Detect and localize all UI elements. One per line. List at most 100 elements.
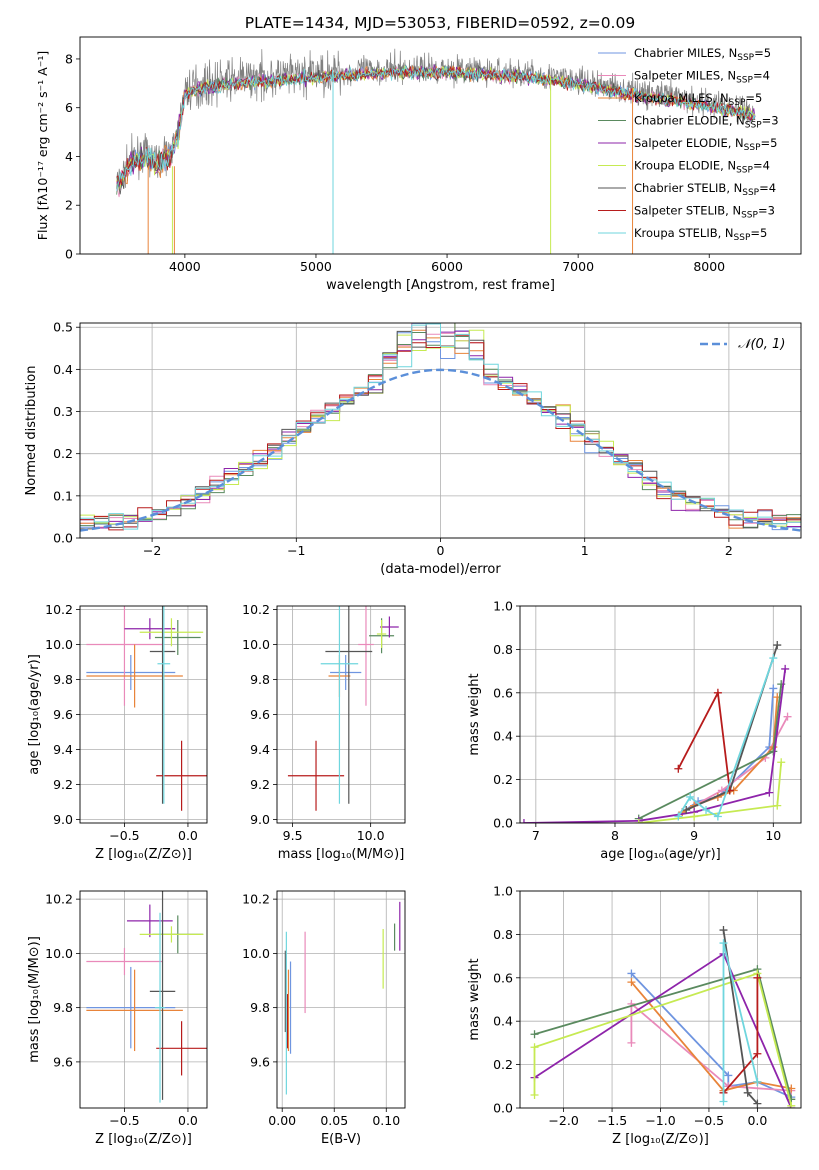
y-tick-label: 9.6 (53, 1054, 73, 1069)
x-tick-label: 7 (532, 828, 540, 843)
weight-line (533, 972, 793, 1107)
weight-line (523, 668, 787, 823)
x-tick-label: 0.0 (178, 1113, 198, 1128)
x-tick-label: −0.5 (694, 1113, 724, 1128)
normal-curve (80, 368, 801, 532)
spectrum-plot: 4000 5000 6000 7000 8000 0 2 4 6 8 wavelength [Ang… (35, 36, 802, 293)
y-tick-label: 0.1 (53, 488, 73, 503)
weight-point-marker (627, 969, 636, 978)
x-tick-label: 9 (690, 828, 698, 843)
age-mass-weight-plot: 7 8 9 10 0.0 0.2 0.4 0.6 0.8 1.0 age [log₁₀(age/yr… (467, 599, 802, 862)
y-tick-label: 9.0 (53, 812, 73, 827)
y-tick-label: 0.2 (53, 446, 73, 461)
weight-point-marker (682, 805, 691, 814)
x-tick-label: 8000 (693, 259, 725, 274)
x-tick-label: −0.5 (109, 1113, 139, 1128)
weight-point-marker (743, 1088, 752, 1097)
weight-point-marker (773, 641, 782, 650)
extinction-mass-plot: 0.00 0.05 0.10 9.6 9.8 10.0 10.2 E(B-V) (242, 890, 406, 1147)
y-tick-label: 9.8 (53, 672, 73, 687)
metallicity-mass-weight-plot: −2.0 −1.5 −1.0 −0.5 0.0 0.0 0.2 0.4 0.6 0.8 1.0 Z [… (467, 884, 802, 1147)
y-axis-label: age [log₁₀(age/yr)] (27, 654, 42, 775)
y-tick-label: 10.0 (242, 946, 270, 961)
weight-point-marker (753, 973, 762, 982)
y-axis-label: mass weight (467, 958, 482, 1040)
weight-point-marker (674, 764, 683, 773)
x-tick-label: 10 (765, 828, 781, 843)
weight-point-marker (530, 1090, 539, 1099)
y-tick-label: 0.5 (53, 320, 73, 335)
weight-point-marker (686, 792, 695, 801)
y-tick-label: 9.8 (250, 672, 270, 687)
weight-point-marker (627, 978, 636, 987)
weight-point-marker (753, 1049, 762, 1058)
weight-point-marker (713, 688, 722, 697)
weight-point-marker (634, 819, 643, 823)
y-tick-label: 9.6 (250, 707, 270, 722)
weight-point-marker (713, 812, 722, 821)
x-tick-label: 1 (581, 543, 589, 558)
axes-frame (276, 890, 406, 1109)
y-tick-label: 0.2 (493, 772, 513, 787)
weight-point-marker (627, 1038, 636, 1047)
y-tick-label: 9.2 (250, 777, 270, 792)
weight-point-marker (724, 1071, 733, 1080)
weight-line (630, 972, 792, 1099)
x-tick-label: −0.5 (109, 828, 139, 843)
y-tick-label: 4 (65, 149, 73, 164)
residual-distribution-plot: −2 −1 0 1 2 0.0 0.1 0.2 0.3 0.4 0.5 (data-model)/er… (24, 320, 802, 577)
legend-label: Kroupa ELODIE, NSSP=4 (634, 159, 770, 176)
x-tick-label: −1.0 (645, 1113, 675, 1128)
legend-label: Salpeter ELODIE, NSSP=5 (634, 136, 777, 153)
legend-label: Salpeter STELIB, NSSP=3 (634, 204, 775, 221)
y-tick-label: 9.6 (53, 707, 73, 722)
weight-point-marker (690, 812, 699, 821)
x-tick-label: 9.5 (283, 828, 303, 843)
y-tick-label: 0.4 (53, 362, 73, 377)
x-tick-label: 0.0 (178, 828, 198, 843)
y-tick-label: 0.0 (493, 1101, 513, 1116)
legend-label: Salpeter MILES, NSSP=4 (634, 69, 770, 86)
weight-line (630, 1001, 792, 1092)
x-tick-label: 0.00 (268, 1113, 296, 1128)
x-tick-label: 0 (437, 543, 445, 558)
x-tick-label: 6000 (431, 259, 463, 274)
x-tick-label: −2.0 (548, 1113, 578, 1128)
weight-point-marker (702, 805, 711, 814)
axes-frame (519, 890, 802, 1109)
y-tick-label: 2 (65, 198, 73, 213)
y-tick-label: 0.6 (493, 685, 513, 700)
weight-point-marker (787, 1101, 796, 1108)
x-tick-label: −2 (143, 543, 161, 558)
x-tick-label: 0.05 (320, 1113, 348, 1128)
y-axis-label: Flux [fλ10⁻¹⁷ erg cm⁻² s⁻¹ A⁻¹] (35, 51, 50, 240)
weight-point-marker (769, 747, 778, 756)
weight-point-marker (769, 684, 778, 693)
weight-point-marker (530, 1030, 539, 1039)
metallicity-mass-plot: −0.5 0.0 9.6 9.8 10.0 10.2 Z [log₁₀(Z/Z⊙)] mass… (27, 890, 208, 1147)
weight-line (630, 981, 792, 1092)
weight-point-marker (719, 926, 728, 935)
y-tick-label: 0.0 (493, 816, 513, 831)
y-tick-label: 9.4 (250, 742, 270, 757)
weight-point-marker (773, 801, 782, 810)
model-spectrum-line (116, 64, 756, 191)
y-tick-label: 0.3 (53, 404, 73, 419)
y-tick-label: 0.0 (53, 531, 73, 546)
weight-point-marker (765, 788, 774, 797)
y-tick-label: 0.8 (493, 642, 513, 657)
weight-point-marker (719, 939, 728, 948)
weight-point-marker (753, 1077, 762, 1086)
x-axis-label: (data-model)/error (380, 562, 501, 577)
x-tick-label: −1 (287, 543, 305, 558)
y-tick-label: 9.8 (250, 1000, 270, 1015)
y-tick-label: 10.2 (242, 602, 270, 617)
x-tick-label: 2 (725, 543, 733, 558)
x-axis-label: Z [log₁₀(Z/Z⊙)] (95, 1132, 192, 1147)
x-tick-label: 5000 (300, 259, 332, 274)
y-tick-label: 10.2 (45, 892, 73, 907)
y-tick-label: 1.0 (493, 884, 513, 899)
legend-label: Chabrier MILES, NSSP=5 (634, 46, 771, 63)
y-tick-label: 0.8 (493, 927, 513, 942)
y-tick-label: 10.0 (45, 946, 73, 961)
